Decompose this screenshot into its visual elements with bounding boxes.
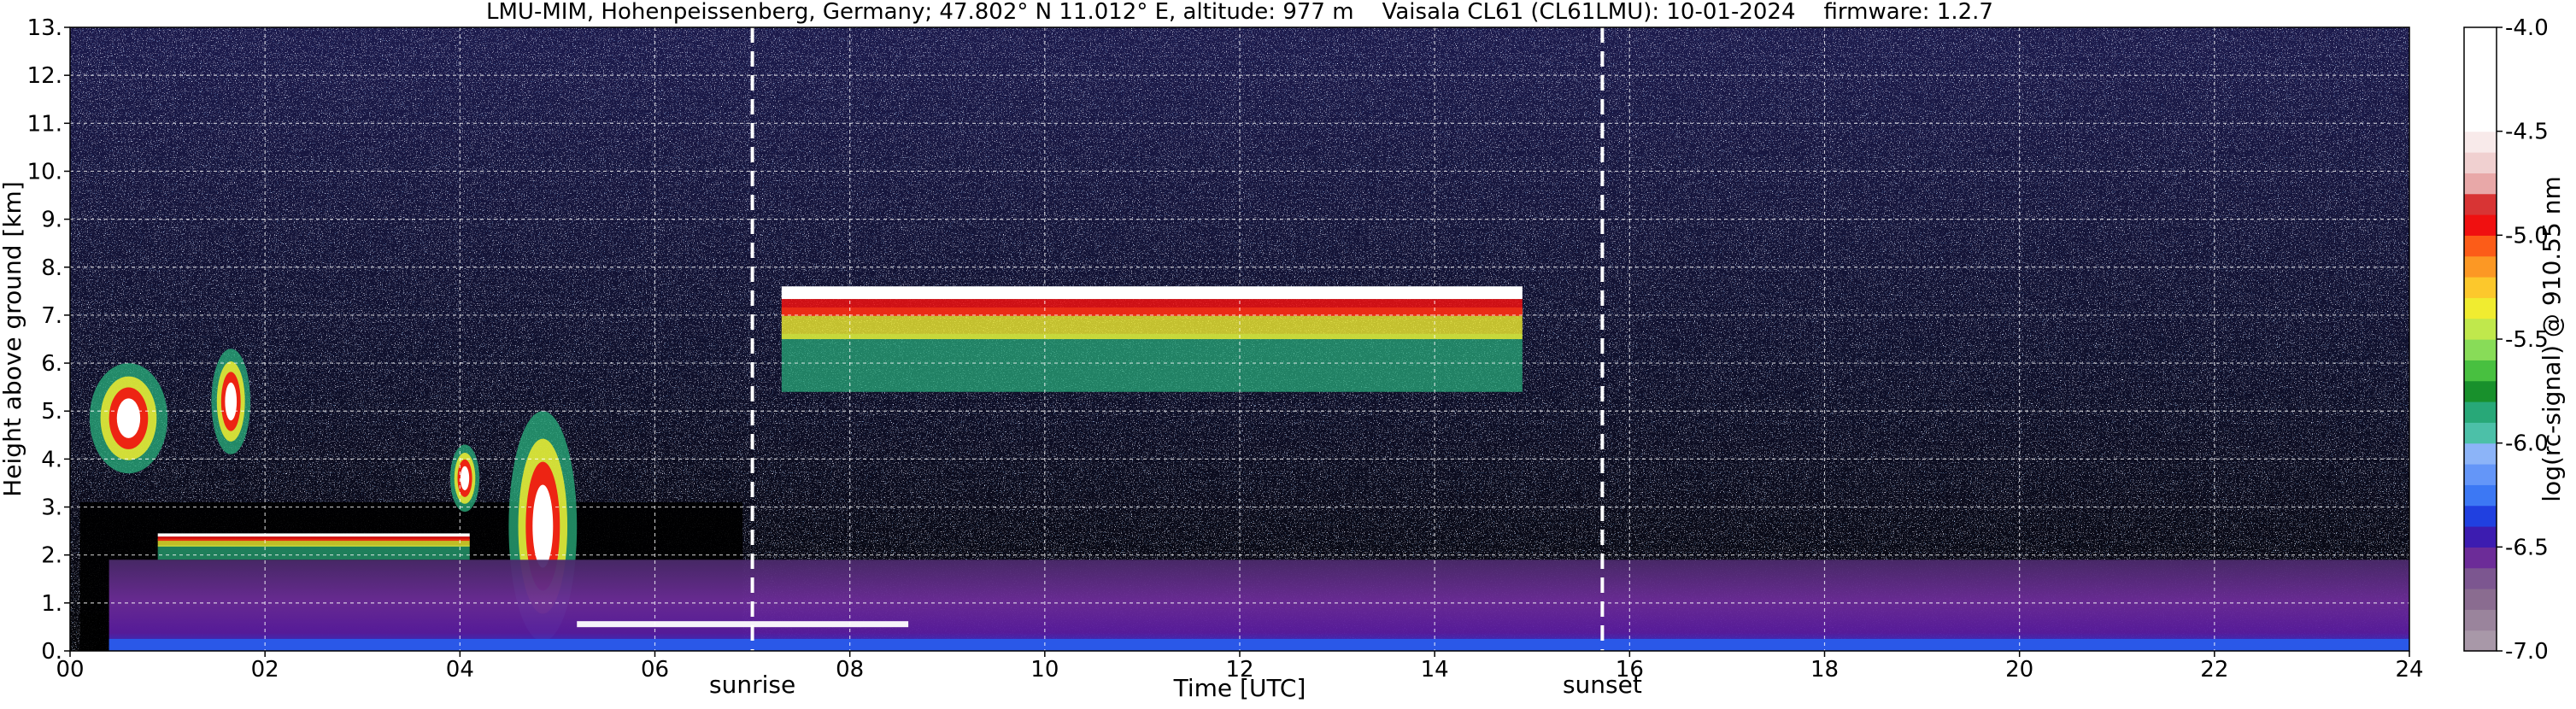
colorbar-segment-26 (2464, 90, 2497, 111)
colorbar-segment-1 (2464, 609, 2497, 631)
colorbar-segment-27 (2464, 68, 2497, 91)
colorbar-segment-28 (2464, 48, 2497, 70)
cloud-1 (211, 349, 251, 454)
cloud-base-line (577, 621, 909, 628)
x-tick-label-7: 14 (1421, 657, 1449, 683)
x-tick-label-12: 24 (2395, 657, 2423, 683)
colorbar-tick-label-2: -6.0 (2505, 431, 2549, 457)
axes: 00 02 04 06 08 10 12 14 16 18 20 22 24 0. 1. 2. 3. 4. 5. 6.… (27, 15, 2424, 683)
y-tick-label-11: 11. (27, 111, 62, 137)
colorbar-segment-22 (2464, 173, 2497, 195)
x-tick-label-6: 12 (1225, 657, 1253, 683)
colorbar-tick-label-6: -4.0 (2505, 15, 2549, 41)
annotations: sunrise sunset (709, 27, 1642, 699)
plot-area (70, 27, 2409, 651)
colorbar-tick-label-0: -7.0 (2505, 639, 2549, 665)
y-tick-label-8: 8. (41, 255, 62, 281)
colorbar-tick-label-5: -4.5 (2505, 120, 2549, 145)
grid (70, 27, 2409, 651)
x-tick-label-3: 06 (641, 657, 669, 683)
colorbar-tick-label-4: -5.0 (2505, 223, 2549, 249)
x-tick-label-0: 00 (56, 657, 84, 683)
colorbar-segment-2 (2464, 589, 2497, 610)
colorbar-segment-10 (2464, 422, 2497, 444)
colorbar-segment-21 (2464, 193, 2497, 215)
x-tick-label-2: 04 (446, 657, 474, 683)
colorbar-segment-3 (2464, 567, 2497, 589)
cloud-0 (89, 363, 168, 474)
cloud-layer-5 (781, 286, 1523, 392)
x-tick-label-9: 18 (1810, 657, 1839, 683)
y-tick-label-3: 3. (41, 495, 62, 521)
x-tick-label-10: 20 (2005, 657, 2033, 683)
y-tick-label-0: 0. (41, 639, 62, 665)
y-axis-label: Height above ground [km] (0, 181, 26, 497)
x-axis-label: Time [UTC] (1173, 674, 1306, 702)
colorbar-segment-6 (2464, 505, 2497, 527)
colorbar-segment-13 (2464, 360, 2497, 382)
boundary-layer-6 (109, 560, 2409, 651)
cloud-layer-4 (157, 533, 470, 560)
surface-layer-6 (109, 638, 2409, 651)
colorbar-segment-19 (2464, 235, 2497, 257)
y-tick-label-5: 5. (41, 399, 62, 425)
colorbar-segment-8 (2464, 464, 2497, 485)
colorbar-segment-15 (2464, 318, 2497, 340)
colorbar-segment-16 (2464, 297, 2497, 319)
y-tick-label-4: 4. (41, 447, 62, 472)
colorbar-segment-7 (2464, 484, 2497, 507)
colorbar-segment-0 (2464, 630, 2497, 652)
colorbar-segment-5 (2464, 526, 2497, 548)
annotation-label-sunrise: sunrise (709, 671, 795, 699)
colorbar-segment-4 (2464, 547, 2497, 569)
y-tick-label-9: 9. (41, 208, 62, 233)
y-tick-label-6: 6. (41, 351, 62, 377)
y-tick-label-1: 1. (41, 591, 62, 617)
x-tick-label-11: 22 (2200, 657, 2228, 683)
colorbar-tick-label-3: -5.5 (2505, 327, 2549, 353)
x-tick-label-8: 16 (1616, 657, 1644, 683)
colorbar-segment-11 (2464, 401, 2497, 423)
colorbar-segment-24 (2464, 131, 2497, 153)
chart-title: LMU-MIM, Hohenpeissenberg, Germany; 47.8… (486, 0, 1993, 25)
colorbar-segment-9 (2464, 442, 2497, 465)
colorbar-segment-23 (2464, 152, 2497, 173)
colorbar-segment-14 (2464, 339, 2497, 360)
y-tick-label-13: 13. (27, 15, 62, 41)
colorbar-segment-29 (2464, 27, 2497, 49)
y-tick-label-2: 2. (41, 543, 62, 569)
colorbar-segment-17 (2464, 277, 2497, 298)
y-tick-label-12: 12. (27, 63, 62, 89)
x-tick-label-4: 08 (836, 657, 864, 683)
y-tick-label-10: 10. (27, 159, 62, 185)
colorbar-segment-18 (2464, 255, 2497, 278)
colorbar-segment-20 (2464, 214, 2497, 236)
x-tick-label-1: 02 (251, 657, 279, 683)
colorbar-segment-12 (2464, 380, 2497, 402)
colorbar-segment-25 (2464, 110, 2497, 132)
y-tick-label-7: 7. (41, 303, 62, 329)
x-tick-label-5: 10 (1030, 657, 1059, 683)
cloud-2 (449, 444, 480, 513)
colorbar-tick-label-1: -6.5 (2505, 535, 2549, 560)
annotation-label-sunset: sunset (1563, 671, 1642, 699)
colorbar: -7.0 -6.5 -6.0 -5.5 -5.0 -4.5 -4.0 (2463, 15, 2549, 665)
colorbar-label: log(rc-signal) @ 910.55 nm (2538, 176, 2566, 501)
